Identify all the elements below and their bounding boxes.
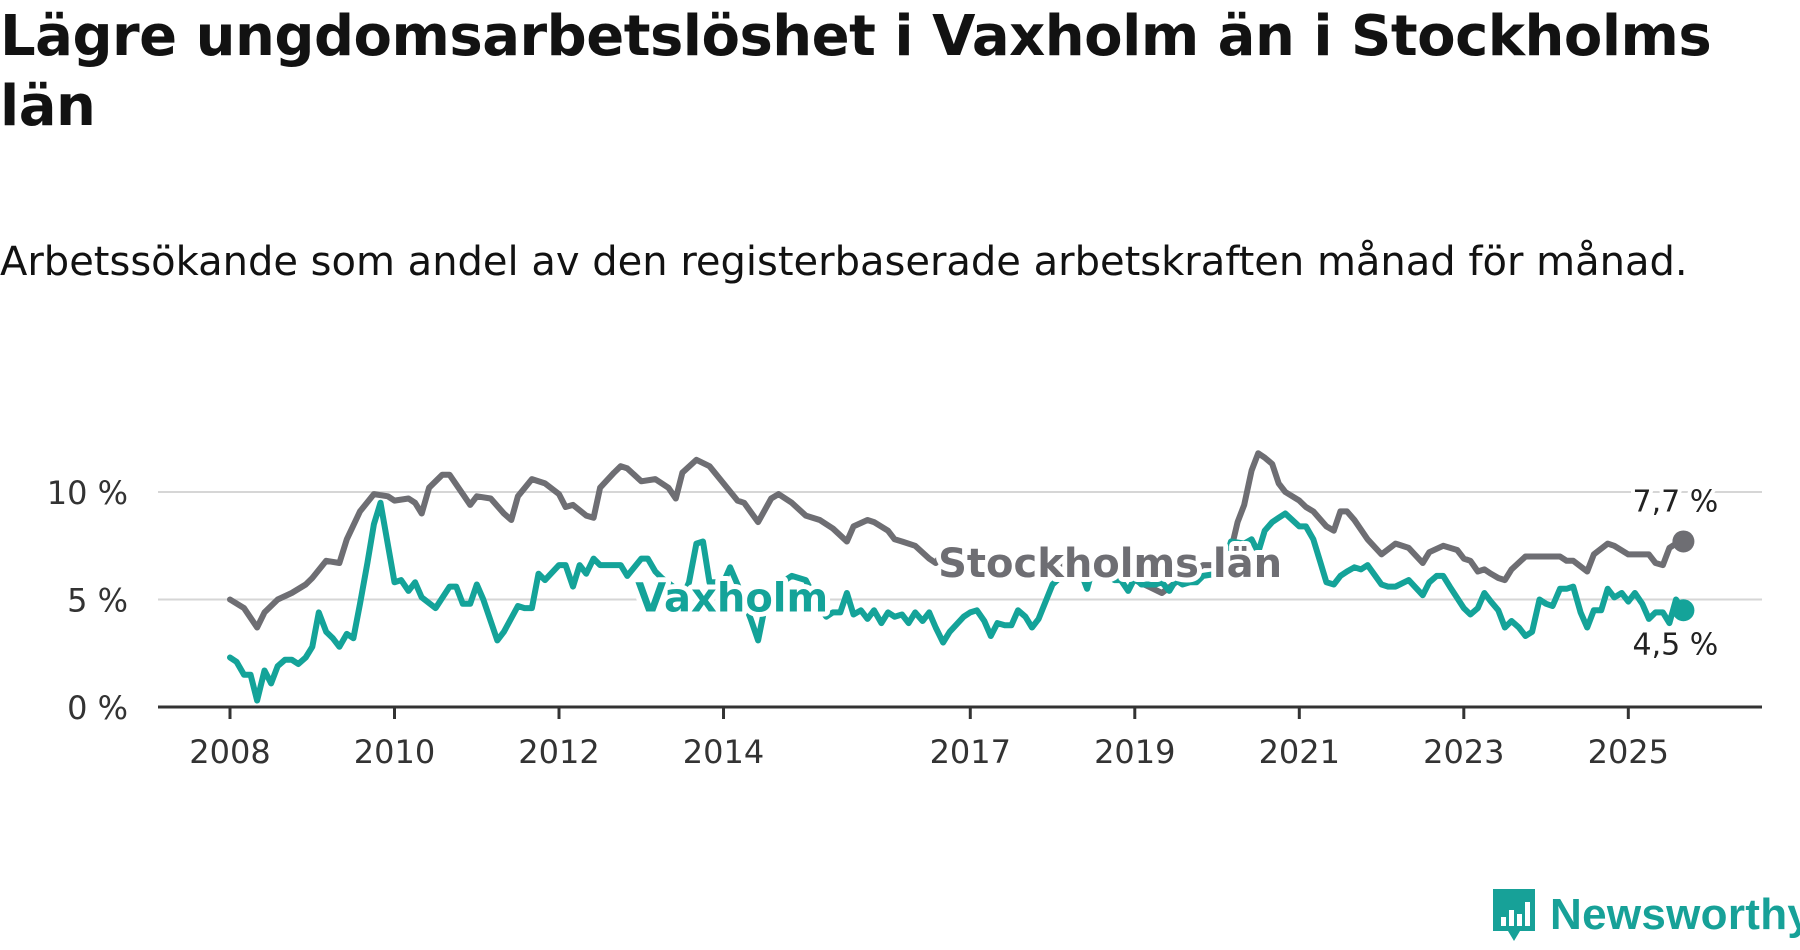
brand-name: Newsworthy bbox=[1550, 890, 1800, 939]
series-end-marker bbox=[1672, 599, 1695, 622]
newsworthy-icon bbox=[1493, 889, 1535, 941]
chart-subtitle: Arbetssökande som andel av den registerb… bbox=[0, 239, 1688, 285]
series-end-marker bbox=[1672, 530, 1695, 553]
series-labels: Stockholms län Vaxholm 7,7 % 4,5 % bbox=[630, 480, 1722, 666]
x-tick-label: 2008 bbox=[189, 733, 270, 771]
x-tick-label: 2021 bbox=[1259, 733, 1340, 771]
end-value-label: 7,7 % bbox=[1633, 484, 1719, 519]
series-line-vaxholm bbox=[227, 499, 1687, 704]
chart-title: Lägre ungdomsarbetslöshet i Vaxholm än i… bbox=[0, 4, 1712, 139]
series-line-stockholms-län bbox=[227, 450, 1687, 631]
x-tick-label: 2010 bbox=[354, 733, 435, 771]
y-tick-label: 5 % bbox=[67, 582, 128, 620]
end-value-label: 4,5 % bbox=[1633, 627, 1719, 662]
brand-logo: Newsworthy bbox=[1490, 880, 1800, 950]
x-tick-label: 2019 bbox=[1094, 733, 1175, 771]
x-tick-label: 2017 bbox=[930, 733, 1011, 771]
x-tick-label: 2014 bbox=[683, 733, 764, 771]
x-tick-label: 2012 bbox=[518, 733, 599, 771]
line-chart: 0 % 5 % 10 % Stockholms län Vaxholm 7,7 % 4,5… bbox=[47, 450, 1762, 771]
series-label-stockholms-län: Stockholms län bbox=[938, 541, 1282, 587]
y-axis: 0 % 5 % 10 % bbox=[47, 474, 128, 727]
y-tick-label: 0 % bbox=[67, 689, 128, 727]
x-tick-label: 2025 bbox=[1588, 733, 1669, 771]
x-tick-label: 2023 bbox=[1423, 733, 1504, 771]
y-tick-label: 10 % bbox=[47, 474, 128, 512]
series-lines bbox=[227, 450, 1695, 704]
series-label-vaxholm: Vaxholm bbox=[635, 575, 828, 621]
x-axis: 2008 2010 2012 2014 2017 2019 2021 2023 2025 bbox=[158, 705, 1762, 771]
